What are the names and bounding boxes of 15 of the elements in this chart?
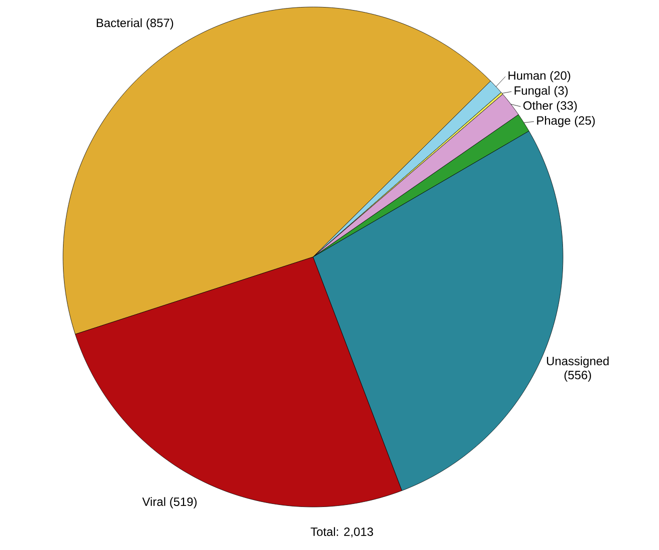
data-label: (519) bbox=[170, 497, 197, 508]
slice-label: Viral bbox=[142, 497, 166, 506]
slice-label: Other bbox=[523, 100, 553, 110]
data-label: (20) bbox=[550, 70, 570, 82]
text: Total: 2,013 bbox=[310, 527, 374, 538]
data-label: (25) bbox=[574, 116, 595, 128]
slice-label: Phage bbox=[537, 116, 570, 128]
slice-label: Unassigned bbox=[546, 356, 609, 368]
data-label: (33) bbox=[556, 100, 577, 112]
slice-label: Bacterial bbox=[96, 18, 142, 28]
slice-label: Human bbox=[508, 71, 546, 80]
data-label: (857) bbox=[146, 18, 174, 30]
slice-label: Fungal bbox=[514, 86, 550, 98]
data-label: (3) bbox=[554, 86, 568, 98]
data-label: (556) bbox=[564, 370, 591, 382]
